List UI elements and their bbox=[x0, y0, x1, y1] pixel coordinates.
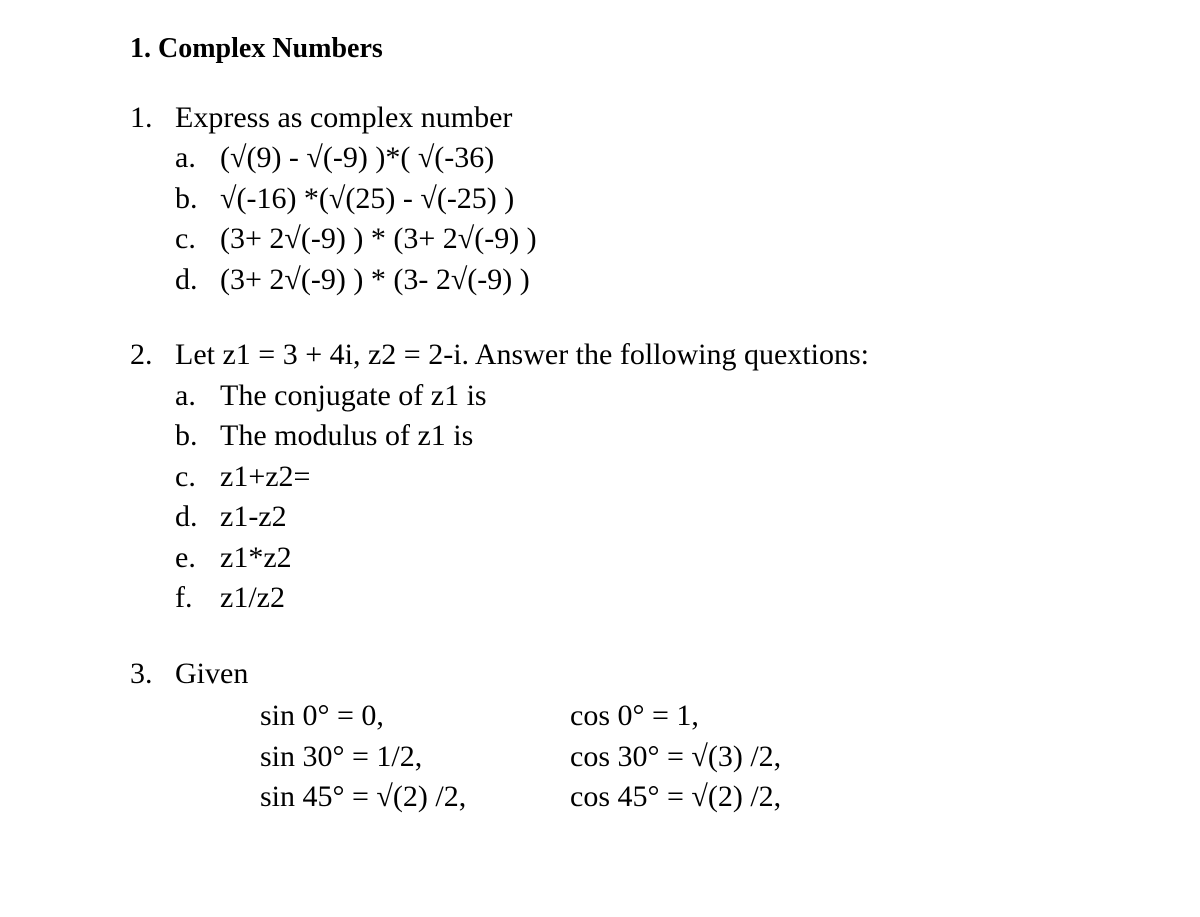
sub-letter: f. bbox=[175, 578, 220, 619]
given-cell: sin 0° = 0, bbox=[260, 696, 570, 737]
problem-text: Given bbox=[175, 654, 1070, 695]
sub-text: √(-16) *(√(25) - √(-25) ) bbox=[220, 179, 1070, 220]
problem-text: Let z1 = 3 + 4i, z2 = 2-i. Answer the fo… bbox=[175, 335, 1070, 376]
sub-item: b. √(-16) *(√(25) - √(-25) ) bbox=[175, 179, 1070, 220]
sub-text: (√(9) - √(-9) )*( √(-36) bbox=[220, 138, 1070, 179]
sub-text: The conjugate of z1 is bbox=[220, 376, 1070, 417]
sub-letter: d. bbox=[175, 497, 220, 538]
sub-text: z1*z2 bbox=[220, 538, 1070, 579]
section-number: 1. bbox=[130, 33, 151, 64]
given-cell: sin 45° = √(2) /2, bbox=[260, 777, 570, 818]
problem-text: Express as complex number bbox=[175, 98, 1070, 139]
problem-number: 3. bbox=[130, 654, 175, 695]
problem-2-items: a. The conjugate of z1 is b. The modulus… bbox=[130, 376, 1070, 619]
problem-3: 3. Given sin 0° = 0, cos 0° = 1, sin 30°… bbox=[130, 654, 1070, 818]
sub-letter: a. bbox=[175, 376, 220, 417]
given-row: sin 45° = √(2) /2, cos 45° = √(2) /2, bbox=[260, 777, 1070, 818]
given-cell: cos 45° = √(2) /2, bbox=[570, 777, 1070, 818]
sub-text: (3+ 2√(-9) ) * (3- 2√(-9) ) bbox=[220, 260, 1070, 301]
sub-letter: b. bbox=[175, 179, 220, 220]
sub-letter: c. bbox=[175, 219, 220, 260]
problem-header: 3. Given bbox=[130, 654, 1070, 695]
sub-letter: e. bbox=[175, 538, 220, 579]
given-row: sin 0° = 0, cos 0° = 1, bbox=[260, 696, 1070, 737]
sub-item: c. (3+ 2√(-9) ) * (3+ 2√(-9) ) bbox=[175, 219, 1070, 260]
sub-letter: c. bbox=[175, 457, 220, 498]
problem-1: 1. Express as complex number a. (√(9) - … bbox=[130, 98, 1070, 301]
problem-header: 2. Let z1 = 3 + 4i, z2 = 2-i. Answer the… bbox=[130, 335, 1070, 376]
sub-letter: b. bbox=[175, 416, 220, 457]
sub-item: d. (3+ 2√(-9) ) * (3- 2√(-9) ) bbox=[175, 260, 1070, 301]
sub-text: (3+ 2√(-9) ) * (3+ 2√(-9) ) bbox=[220, 219, 1070, 260]
sub-item: a. The conjugate of z1 is bbox=[175, 376, 1070, 417]
sub-text: The modulus of z1 is bbox=[220, 416, 1070, 457]
given-row: sin 30° = 1/2, cos 30° = √(3) /2, bbox=[260, 737, 1070, 778]
sub-text: z1/z2 bbox=[220, 578, 1070, 619]
problem-header: 1. Express as complex number bbox=[130, 98, 1070, 139]
sub-item: d. z1-z2 bbox=[175, 497, 1070, 538]
problem-number: 1. bbox=[130, 98, 175, 139]
given-cell: sin 30° = 1/2, bbox=[260, 737, 570, 778]
problem-number: 2. bbox=[130, 335, 175, 376]
given-cell: cos 30° = √(3) /2, bbox=[570, 737, 1070, 778]
sub-item: f. z1/z2 bbox=[175, 578, 1070, 619]
sub-letter: a. bbox=[175, 138, 220, 179]
section-title-text: Complex Numbers bbox=[158, 33, 383, 64]
section-title: 1. Complex Numbers bbox=[130, 30, 1070, 68]
sub-item: b. The modulus of z1 is bbox=[175, 416, 1070, 457]
sub-letter: d. bbox=[175, 260, 220, 301]
problem-2: 2. Let z1 = 3 + 4i, z2 = 2-i. Answer the… bbox=[130, 335, 1070, 619]
given-cell: cos 0° = 1, bbox=[570, 696, 1070, 737]
sub-text: z1-z2 bbox=[220, 497, 1070, 538]
given-table: sin 0° = 0, cos 0° = 1, sin 30° = 1/2, c… bbox=[130, 696, 1070, 818]
sub-item: e. z1*z2 bbox=[175, 538, 1070, 579]
sub-item: a. (√(9) - √(-9) )*( √(-36) bbox=[175, 138, 1070, 179]
sub-text: z1+z2= bbox=[220, 457, 1070, 498]
problem-1-items: a. (√(9) - √(-9) )*( √(-36) b. √(-16) *(… bbox=[130, 138, 1070, 300]
sub-item: c. z1+z2= bbox=[175, 457, 1070, 498]
